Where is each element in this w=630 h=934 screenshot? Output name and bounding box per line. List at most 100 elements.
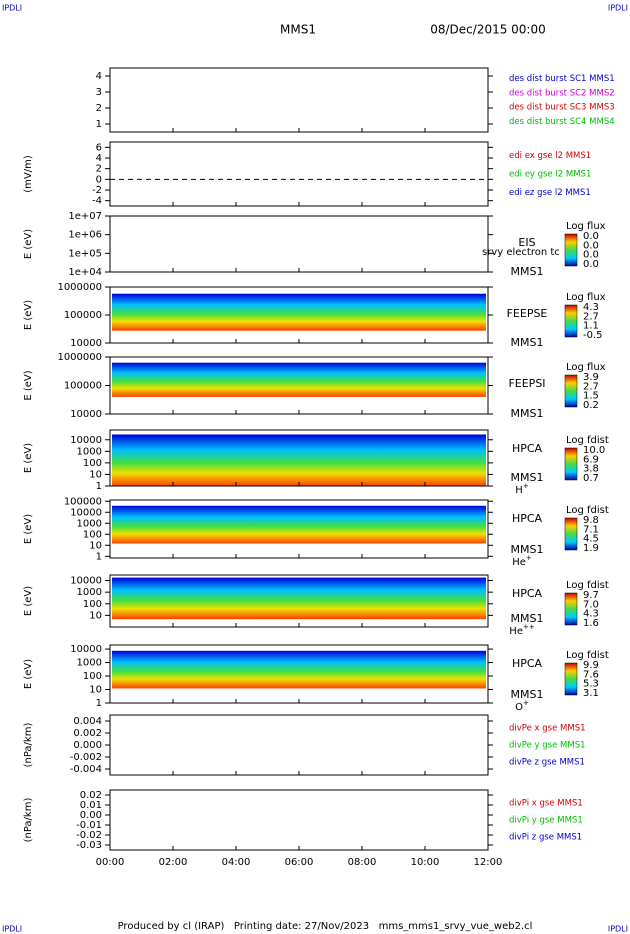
species-base: O bbox=[515, 702, 523, 713]
y-axis-label: (nPa/km) bbox=[23, 798, 34, 843]
species-base: He bbox=[509, 626, 523, 637]
colorbar bbox=[564, 662, 578, 696]
legend-entry: divPi x gse MMS1 bbox=[509, 798, 583, 808]
colorbar-label: 1.1 bbox=[583, 321, 599, 332]
legend-entry: edi ex gse l2 MMS1 bbox=[509, 151, 591, 161]
instrument-label: EIS bbox=[518, 236, 535, 249]
colorbar bbox=[564, 592, 578, 626]
instrument-label: MMS1 bbox=[511, 612, 544, 625]
colorbar-label: 5.3 bbox=[583, 679, 599, 690]
legend-entry: edi ez gse l2 MMS1 bbox=[509, 188, 591, 198]
spectrogram-fill bbox=[112, 362, 486, 397]
legend-entry: divPi z gse MMS1 bbox=[509, 833, 582, 843]
panel-frame bbox=[109, 141, 489, 207]
colorbar-label: 6.9 bbox=[583, 454, 599, 465]
legend-entry: edi ey gse l2 MMS1 bbox=[509, 170, 591, 180]
colorbar-label: -0.5 bbox=[583, 330, 603, 341]
panel-frame bbox=[109, 789, 489, 851]
y-tick-label: 1e+06 bbox=[68, 230, 102, 241]
date: 08/Dec/2015 00:00 bbox=[430, 23, 546, 37]
y-tick-label: 100000 bbox=[64, 310, 102, 321]
y-tick-label: -0.002 bbox=[70, 752, 102, 763]
legend-entry: divPe z gse MMS1 bbox=[509, 758, 585, 768]
y-tick-label: -2 bbox=[92, 185, 102, 196]
legend-entry: des dist burst SC4 MMS4 bbox=[509, 117, 615, 127]
instrument-label: MMS1 bbox=[511, 543, 544, 556]
y-tick-label: 1000 bbox=[77, 658, 102, 669]
instrument-label: MMS1 bbox=[511, 407, 544, 420]
legend-entry: divPe x gse MMS1 bbox=[509, 723, 586, 733]
colorbar-label: 7.1 bbox=[583, 524, 599, 535]
spectrogram-fill bbox=[112, 505, 486, 544]
y-tick-label: 1e+05 bbox=[68, 248, 102, 259]
species: H+ bbox=[515, 482, 529, 496]
y-axis-label: E (eV) bbox=[23, 586, 34, 616]
panel-frame bbox=[109, 67, 489, 133]
instrument-label: HPCA bbox=[512, 587, 543, 600]
instrument-label: HPCA bbox=[512, 657, 543, 670]
spectrogram-fill bbox=[112, 650, 486, 689]
colorbar bbox=[564, 304, 578, 338]
y-tick-label: 0.02 bbox=[80, 790, 102, 801]
y-tick-label: 10000 bbox=[70, 507, 102, 518]
y-tick-label: 6 bbox=[96, 142, 102, 153]
instrument-label: HPCA bbox=[512, 442, 543, 455]
species-charge: + bbox=[523, 482, 529, 490]
instrument-label: MMS1 bbox=[511, 265, 544, 278]
colorbar-label: 0.0 bbox=[583, 240, 599, 251]
y-axis-label: E (eV) bbox=[23, 659, 34, 689]
footer: Produced by cl (IRAP) Printing date: 27/… bbox=[118, 921, 533, 932]
y-tick-label: 0.004 bbox=[73, 716, 102, 727]
y-tick-label: 0.01 bbox=[80, 800, 102, 811]
y-tick-label: 1 bbox=[96, 551, 102, 562]
y-tick-label: -0.02 bbox=[76, 830, 102, 841]
y-tick-label: 2 bbox=[96, 103, 102, 114]
colorbar-label: 1.6 bbox=[583, 618, 599, 629]
colorbar-label: 0.0 bbox=[583, 259, 599, 270]
y-axis-label: E (eV) bbox=[23, 443, 34, 473]
corner-label: IPDLI bbox=[608, 925, 628, 934]
spectrogram-fill bbox=[112, 293, 486, 331]
legend-entry: des dist burst SC3 MMS3 bbox=[509, 103, 615, 113]
y-axis-label: (mV/m) bbox=[23, 155, 34, 193]
colorbar bbox=[564, 447, 578, 481]
colorbar-title: Log flux bbox=[566, 292, 606, 303]
colorbar-label: 4.5 bbox=[583, 534, 599, 545]
species-charge: + bbox=[526, 554, 532, 562]
y-tick-label: -0.004 bbox=[70, 764, 102, 775]
colorbar-title: Log fdist bbox=[566, 505, 609, 516]
y-tick-label: 100 bbox=[83, 458, 102, 469]
y-tick-label: 1e+07 bbox=[68, 211, 102, 222]
x-tick-label: 00:00 bbox=[96, 857, 125, 868]
colorbar bbox=[564, 374, 578, 408]
species: He++ bbox=[509, 623, 535, 637]
y-tick-label: 10000 bbox=[70, 644, 102, 655]
y-tick-label: 4 bbox=[96, 153, 102, 164]
colorbar-label: 1.5 bbox=[583, 391, 599, 402]
y-tick-label: 1 bbox=[96, 698, 102, 709]
colorbar-label: 0.2 bbox=[583, 400, 599, 411]
spectrogram-fill bbox=[112, 577, 486, 620]
corner-label: IPDLI bbox=[2, 4, 22, 13]
colorbar-title: Log flux bbox=[566, 362, 606, 373]
instrument-label: MMS1 bbox=[511, 471, 544, 484]
colorbar bbox=[564, 517, 578, 551]
y-tick-label: 3 bbox=[96, 87, 102, 98]
x-tick-label: 12:00 bbox=[474, 857, 503, 868]
y-tick-label: -4 bbox=[92, 196, 102, 207]
spectrogram-fill bbox=[112, 434, 486, 486]
colorbar-label: 3.1 bbox=[583, 688, 599, 699]
colorbar-label: 10.0 bbox=[583, 445, 605, 456]
colorbar-label: 7.0 bbox=[583, 599, 599, 610]
x-tick-label: 02:00 bbox=[159, 857, 188, 868]
y-tick-label: 10 bbox=[89, 610, 102, 621]
colorbar-label: 2.7 bbox=[583, 381, 599, 392]
y-tick-label: 1000000 bbox=[57, 352, 102, 363]
colorbar-label: 9.9 bbox=[583, 660, 599, 671]
y-tick-label: 100 bbox=[83, 671, 102, 682]
colorbar-title: Log fdist bbox=[566, 435, 609, 446]
y-tick-label: 0.00 bbox=[80, 810, 102, 821]
x-tick-label: 04:00 bbox=[222, 857, 251, 868]
y-tick-label: 100000 bbox=[64, 381, 102, 392]
y-tick-label: 10000 bbox=[70, 338, 102, 349]
